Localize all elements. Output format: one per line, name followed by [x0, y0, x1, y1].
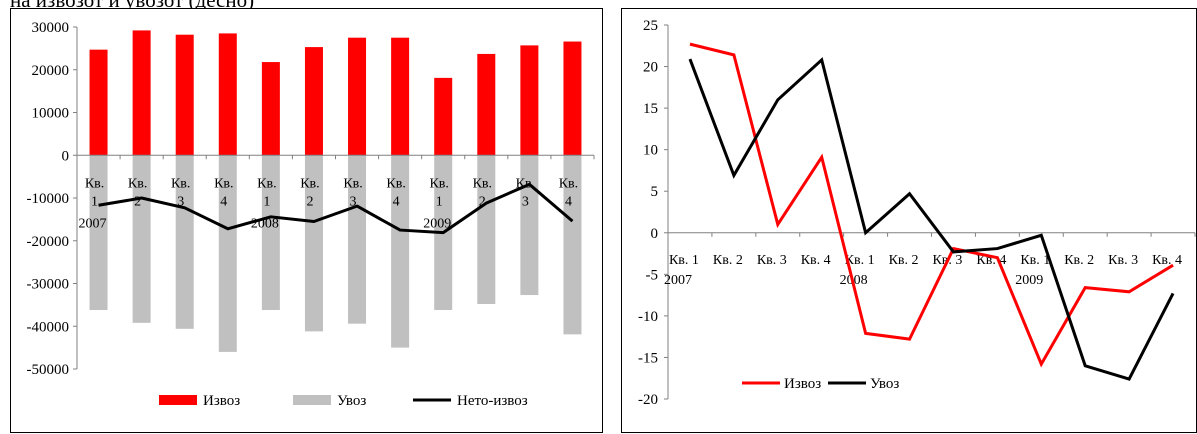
export-bar	[89, 49, 108, 156]
import-bar	[520, 155, 539, 296]
export-bar	[304, 47, 323, 156]
y-tick-label: -20	[638, 392, 658, 408]
import-bar	[563, 155, 582, 335]
export-bar	[132, 30, 151, 156]
y-tick-label: 25	[643, 18, 658, 34]
export-bar	[175, 34, 194, 156]
import-bar	[218, 155, 237, 352]
export-growth-line	[689, 42, 1174, 368]
import-bar	[132, 155, 151, 323]
x-tick-label: Кв.	[429, 176, 448, 191]
y-tick-label: 30000	[32, 20, 70, 36]
y-tick-label: -5	[646, 267, 659, 283]
x-tick-label-year: 2007	[79, 216, 107, 231]
legend-label-export: Извоз	[784, 376, 821, 392]
y-tick-label: 0	[651, 226, 659, 242]
legend-swatch-import	[293, 395, 331, 405]
trade-balance-chart-panel: 30000 20000 10000 0 -10000 -20000 -30000 -40000…	[10, 8, 603, 433]
x-tick-label: Кв. 1	[845, 253, 875, 268]
y-tick-label: 20	[643, 60, 658, 76]
x-tick-label: Кв.	[473, 176, 492, 191]
import-bar	[477, 155, 496, 305]
import-growth-line	[688, 57, 1175, 381]
export-bar	[520, 45, 539, 156]
y-tick-label: 10000	[32, 106, 70, 122]
y-tick-label: -30000	[27, 277, 70, 293]
legend-label-import: Увоз	[337, 393, 366, 409]
import-bar	[348, 155, 367, 324]
export-bar	[477, 53, 496, 156]
x-tick-label: 2	[479, 194, 486, 209]
x-tick-label: Кв. 2	[1064, 253, 1094, 268]
export-bar	[391, 37, 410, 156]
growth-rates-chart: 25 20 15 10 5 0 -5 -10 -15 -20 Кв. 1 2007 Кв. 2 Кв. 3…	[638, 18, 1196, 408]
export-bar	[261, 62, 280, 156]
y-tick-label: -40000	[27, 319, 70, 335]
net-export-line	[98, 182, 574, 235]
x-tick-label: Кв. 3	[757, 253, 787, 268]
x-tick-label: 1	[436, 194, 443, 209]
x-tick-label: 3	[522, 194, 529, 209]
y-tick-label: -15	[638, 350, 658, 366]
export-bar	[563, 41, 582, 156]
x-tick-label: 2	[134, 194, 141, 209]
legend-label-net: Нето-извоз	[457, 393, 528, 409]
trade-balance-chart: 30000 20000 10000 0 -10000 -20000 -30000 -40000…	[27, 20, 595, 409]
x-tick-label: 4	[220, 194, 227, 209]
x-tick-label: Кв. 3	[1108, 253, 1138, 268]
y-tick-label: 20000	[32, 63, 70, 79]
x-tick-label: Кв.	[386, 176, 405, 191]
x-tick-label-year: 2009	[1015, 273, 1043, 288]
x-tick-label: Кв.	[85, 176, 104, 191]
x-tick-label-year: 2009	[423, 216, 451, 231]
import-bar	[175, 155, 194, 329]
y-tick-label: -20000	[27, 234, 70, 250]
export-bar	[218, 33, 237, 156]
y-tick-label: 15	[643, 101, 658, 117]
y-tick-label: 10	[643, 143, 658, 159]
x-tick-label: 1	[91, 194, 98, 209]
x-tick-label: 4	[393, 194, 400, 209]
x-tick-label: Кв.	[300, 176, 319, 191]
x-tick-label: Кв.	[171, 176, 190, 191]
x-tick-label: Кв. 1	[669, 253, 699, 268]
import-bar	[261, 155, 280, 311]
x-tick-label: Кв. 2	[889, 253, 919, 268]
x-tick-label: Кв. 1	[1020, 253, 1050, 268]
legend-label-export: Извоз	[203, 393, 240, 409]
y-tick-label: -50000	[27, 362, 70, 378]
y-tick-label: -10	[638, 309, 658, 325]
x-tick-label: Кв.	[559, 176, 578, 191]
x-tick-label-year: 2007	[664, 273, 692, 288]
x-tick-label: Кв. 2	[713, 253, 743, 268]
y-tick-label: 0	[62, 148, 70, 164]
x-tick-label: Кв. 4	[1152, 253, 1182, 268]
export-bar	[348, 37, 367, 156]
x-tick-label: Кв. 4	[801, 253, 831, 268]
x-tick-label: Кв.	[343, 176, 362, 191]
export-bar	[434, 77, 453, 156]
import-bar	[89, 155, 108, 311]
import-bar	[304, 155, 323, 332]
legend-label-import: Увоз	[870, 376, 899, 392]
x-tick-label: Кв.	[214, 176, 233, 191]
x-tick-label: 3	[177, 194, 184, 209]
x-tick-label: 3	[350, 194, 357, 209]
x-tick-label: Кв.	[257, 176, 276, 191]
y-tick-label: -10000	[27, 191, 70, 207]
import-bar	[391, 155, 410, 348]
x-tick-label: 4	[565, 194, 572, 209]
x-tick-label: 2	[306, 194, 313, 209]
x-tick-label: Кв.	[128, 176, 147, 191]
growth-rates-chart-panel: 25 20 15 10 5 0 -5 -10 -15 -20 Кв. 1 2007 Кв. 2 Кв. 3…	[621, 8, 1197, 433]
legend-swatch-export	[159, 395, 197, 405]
y-tick-label: 5	[651, 184, 659, 200]
x-tick-label: 1	[263, 194, 270, 209]
